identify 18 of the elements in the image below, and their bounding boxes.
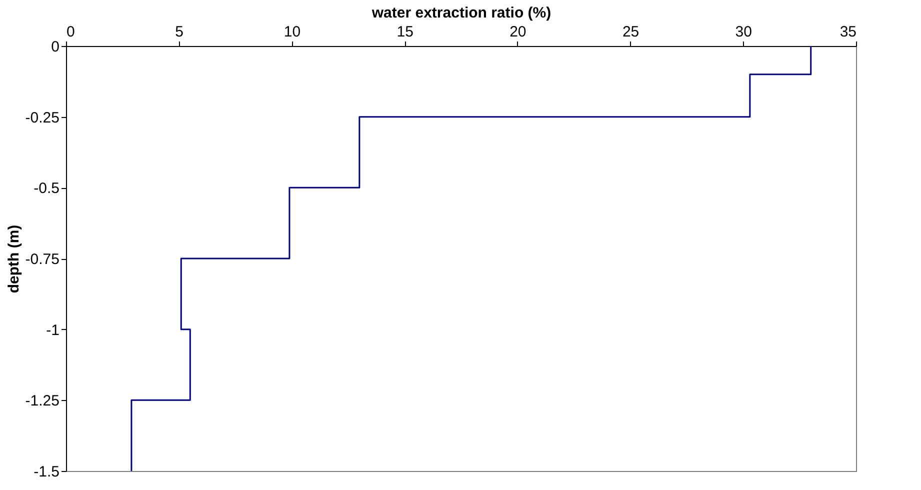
y-axis-title: depth (m)	[5, 224, 22, 294]
x-tick-label: 10	[284, 24, 301, 40]
x-tick-label: 20	[510, 24, 526, 40]
y-tick-label: -0.5	[34, 180, 60, 198]
y-tick-label: -1.5	[34, 464, 60, 480]
x-tick-label: 0	[66, 24, 75, 40]
y-tick-label: -1.25	[25, 392, 60, 410]
y-tick-label: -0.75	[25, 251, 60, 268]
x-tick-label: 25	[622, 24, 640, 40]
x-tick-label: 35	[840, 24, 856, 40]
y-tick-label: -1	[46, 322, 60, 339]
y-tick-label: -0.25	[25, 109, 60, 126]
x-tick-label: 30	[735, 24, 752, 40]
x-tick-label: 15	[396, 24, 414, 40]
y-tick-label: 0	[51, 38, 60, 56]
line-series	[130, 45, 812, 472]
x-axis-title: water extraction ratio (%)	[370, 4, 552, 22]
x-tick-label: 5	[175, 24, 184, 40]
